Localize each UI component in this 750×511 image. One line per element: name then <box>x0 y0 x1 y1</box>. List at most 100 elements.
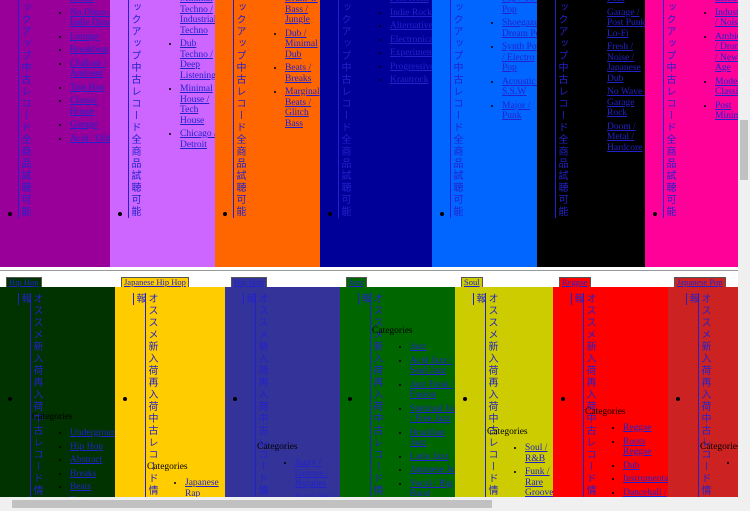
bullet <box>328 212 332 216</box>
genre-link[interactable]: Abstract <box>70 455 103 465</box>
genre-link[interactable]: No Wave / Garage Rock <box>607 87 645 118</box>
genre-link[interactable]: Trip Hop <box>70 82 105 93</box>
genre-link[interactable]: Instrumental <box>623 474 668 484</box>
vertical-link[interactable]: オススメ新入荷再入荷中古レコード情報 <box>474 293 497 497</box>
genre-link[interactable]: Japanese Jazz <box>410 465 455 475</box>
list-item: Electronica <box>390 35 432 46</box>
genre-link[interactable]: Industrial / Noise <box>715 7 738 29</box>
genre-link[interactable]: Beats <box>70 482 92 492</box>
list-item: Japanese Rap <box>185 478 225 497</box>
genre-link[interactable]: Dub Techno / Deep Listening <box>180 39 215 81</box>
genre-link[interactable]: Jazz Funk / Fusion <box>410 379 454 401</box>
genre-link[interactable]: Garage / Post Punk / Lo-Fi <box>607 7 645 39</box>
list-item: Ambient / Drone / New Age <box>715 32 738 74</box>
genre-link[interactable]: Soul / R&B <box>525 443 548 464</box>
list-item: Trip Hop <box>70 83 110 94</box>
genre-link[interactable]: Chillout / Ambient <box>70 58 107 80</box>
genre-link[interactable]: Classic House <box>70 96 98 117</box>
horizontal-scrollbar[interactable] <box>0 497 750 511</box>
link-list: Jazz Acid Jazz / Soul Jazz Jazz Funk / Fus… <box>398 342 455 497</box>
genre-link[interactable]: Progressive <box>390 61 432 72</box>
vertical-link[interactable]: ピックアップ中古レコード全商品試聴可能 <box>451 0 462 218</box>
genre-link[interactable]: Breaks <box>70 468 97 479</box>
genre-link[interactable]: Dub / Minimal Dub <box>285 28 318 60</box>
vertical-link[interactable]: オススメ新入荷再入荷中古レコード情報 <box>687 293 710 497</box>
genre-link[interactable]: Doom / Metal / Hardcore <box>607 121 643 153</box>
genre-link[interactable]: Underground <box>70 428 115 438</box>
genre-link[interactable]: Spiritual Jazz / Free Jazz <box>410 403 455 425</box>
genre-link[interactable]: Lounge <box>70 31 100 42</box>
genre-link[interactable]: Major / Punk <box>502 100 531 122</box>
vertical-link[interactable]: ピックアップ中古レコード全商品試聴可能 <box>234 0 245 218</box>
genre-link[interactable]: Dub <box>623 460 640 471</box>
genre-link[interactable]: Japanese Rap <box>185 478 219 497</box>
list-item: Roots Reggae <box>623 437 668 458</box>
list-item: House <box>70 0 110 5</box>
genre-link[interactable]: Post Minimal <box>715 100 738 122</box>
list-item: Major / Punk <box>502 101 537 122</box>
list-item: Beats <box>70 482 115 493</box>
vertical-link[interactable]: ピックアップ中古レコード全商品試聴可能 <box>19 0 30 218</box>
genre-link[interactable]: Brazilian Jazz <box>410 427 445 449</box>
vertical-link[interactable]: オススメ新入荷再入荷中古レコード情報 <box>19 293 42 497</box>
category-label: Categories <box>700 442 740 452</box>
genre-link[interactable]: Dancehall / Ragga <box>623 487 667 498</box>
vertical-link[interactable]: オススメ新入荷再入荷中古レコード情報 <box>359 293 382 497</box>
genre-link[interactable]: Acid / Old <box>70 133 110 144</box>
genre-link[interactable]: Folk <box>607 0 624 4</box>
list-item: Lounge <box>70 32 110 43</box>
genre-link[interactable]: Chicago / Detroit <box>180 129 215 150</box>
list-item: Underground <box>70 428 115 439</box>
list-item: Modern Classical <box>715 77 738 98</box>
bullet <box>233 397 237 401</box>
list-item: Vocal / Big Band <box>410 479 455 498</box>
category-label: Categories <box>487 427 528 437</box>
genre-link[interactable]: Minimal Techno / Industrial Techno <box>180 0 215 36</box>
genre-link[interactable]: Marginal Beats / Glitch Bass <box>285 87 320 129</box>
divider <box>0 270 738 271</box>
genre-link[interactable]: Nu Disco / Indie Dance <box>70 7 110 29</box>
genre-link[interactable]: Funk / Rare Groove <box>525 467 553 497</box>
genre-link[interactable]: Post Rock <box>390 0 429 4</box>
genre-link[interactable]: Alternative <box>390 21 432 31</box>
genre-link[interactable]: Hip Hop <box>70 441 103 452</box>
genre-link[interactable]: Acid Jazz / Soul Jazz <box>410 355 453 377</box>
genre-link[interactable]: Acoustic / S.S.W <box>502 76 537 98</box>
column: ピックアップ中古レコード全商品試聴可能 Post Rock Indie Rock Al… <box>320 0 432 267</box>
genre-link[interactable]: Reggae <box>623 423 652 433</box>
genre-link[interactable]: House <box>70 0 94 4</box>
genre-link[interactable]: Electro <box>715 0 738 4</box>
genre-link[interactable]: Drum 'n' Bass / Jungle <box>285 0 318 25</box>
vertical-link[interactable]: ピックアップ中古レコード全商品試聴可能 <box>664 0 675 218</box>
category-label: Categories <box>32 412 73 422</box>
genre-link[interactable]: Garage <box>70 120 98 130</box>
genre-link[interactable]: Roots Reggae <box>623 436 652 458</box>
vertical-link[interactable]: ピックアップ中古レコード全商品試聴可能 <box>339 0 350 218</box>
genre-link[interactable]: Funk <box>70 496 90 498</box>
genre-link[interactable]: Synth Pop / Electro Pop <box>502 42 537 73</box>
genre-link[interactable]: Krautrock <box>390 75 429 85</box>
vertical-link[interactable]: オススメ新入荷再入荷中古レコード情報 <box>244 293 267 497</box>
genre-link[interactable]: Jazz <box>410 342 427 352</box>
genre-link[interactable]: Fresh / Noise / Japanese Dub <box>607 42 641 84</box>
genre-link[interactable]: Minimal House / Tech House <box>180 84 213 126</box>
genre-link[interactable]: Electronica <box>390 34 432 45</box>
vertical-link[interactable]: ピックアップ中古レコード全商品試聴可能 <box>556 0 567 218</box>
genre-link[interactable]: Pop / Twee Pop <box>502 0 537 15</box>
genre-link[interactable]: Vocal / Big Band <box>410 478 453 498</box>
genre-link[interactable]: Breakbeat <box>70 45 109 55</box>
genre-link[interactable]: Experimental <box>390 48 432 58</box>
genre-link[interactable]: Jazzy Hip Hop <box>295 493 333 498</box>
vertical-link[interactable]: オススメ新入荷再入荷中古レコード情報 <box>572 293 595 497</box>
genre-link[interactable]: Indie Rock <box>390 7 432 18</box>
genre-link[interactable]: Shoegaze / Dream Pop <box>502 18 537 39</box>
vertical-link[interactable]: ピックアップ中古レコード全商品試聴可能 <box>129 0 140 218</box>
vertical-scrollbar[interactable] <box>738 0 750 497</box>
genre-link[interactable]: Latin Jazz <box>410 451 449 462</box>
link-list: House Nu Disco / Indie Dance Lounge Breakbe… <box>58 0 110 147</box>
genre-link[interactable]: Jazzy / Groove / Nujabes <box>295 458 329 489</box>
genre-link[interactable]: Beats / Breaks <box>285 63 312 84</box>
vertical-link[interactable]: オススメ新入荷再入荷中古レコード情報 <box>134 293 157 497</box>
genre-link[interactable]: Modern Classical <box>715 76 738 98</box>
genre-link[interactable]: Ambient / Drone / New Age <box>715 31 738 74</box>
